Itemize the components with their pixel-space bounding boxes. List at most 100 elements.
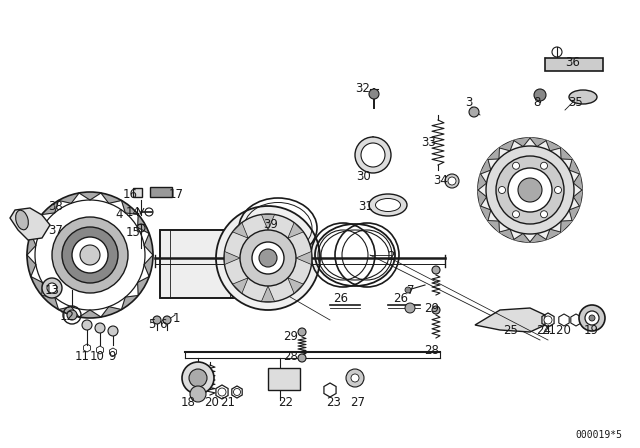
Polygon shape — [144, 255, 153, 276]
Polygon shape — [138, 215, 149, 233]
Polygon shape — [514, 233, 530, 242]
Polygon shape — [58, 307, 79, 317]
Circle shape — [508, 168, 552, 212]
Polygon shape — [225, 251, 240, 265]
Polygon shape — [488, 148, 499, 159]
Circle shape — [448, 177, 456, 185]
Circle shape — [190, 386, 206, 402]
Polygon shape — [122, 296, 138, 310]
Text: 18: 18 — [180, 396, 195, 409]
Circle shape — [62, 227, 118, 283]
Circle shape — [259, 249, 277, 267]
Circle shape — [82, 320, 92, 330]
Text: 1: 1 — [172, 313, 180, 326]
Polygon shape — [288, 278, 303, 293]
Polygon shape — [27, 233, 36, 255]
Circle shape — [469, 107, 479, 117]
Circle shape — [405, 303, 415, 313]
Circle shape — [486, 146, 574, 234]
Polygon shape — [122, 200, 138, 215]
Text: 24: 24 — [536, 324, 552, 337]
Polygon shape — [138, 276, 149, 296]
Circle shape — [47, 283, 57, 293]
Polygon shape — [478, 190, 486, 206]
Polygon shape — [27, 255, 36, 276]
Polygon shape — [79, 193, 101, 200]
Circle shape — [234, 388, 241, 396]
Bar — [268, 368, 300, 390]
Circle shape — [108, 326, 118, 336]
Polygon shape — [10, 208, 50, 240]
Polygon shape — [561, 148, 572, 159]
Circle shape — [518, 178, 542, 202]
Text: 2120: 2120 — [541, 324, 571, 337]
Text: 5: 5 — [148, 318, 156, 331]
Circle shape — [216, 206, 320, 310]
Circle shape — [589, 315, 595, 321]
Text: 19: 19 — [584, 324, 598, 337]
Text: 33: 33 — [422, 137, 436, 150]
Circle shape — [67, 310, 77, 320]
Circle shape — [361, 143, 385, 167]
Text: 2: 2 — [387, 250, 395, 263]
Text: 34: 34 — [433, 175, 449, 188]
Text: 6: 6 — [159, 318, 167, 331]
Ellipse shape — [369, 194, 407, 216]
Polygon shape — [530, 138, 546, 146]
Circle shape — [496, 156, 564, 224]
Polygon shape — [261, 286, 275, 302]
Text: 37: 37 — [49, 224, 63, 237]
Text: 20: 20 — [205, 396, 220, 409]
Text: 35: 35 — [568, 96, 584, 109]
Polygon shape — [514, 138, 530, 146]
Polygon shape — [232, 278, 248, 293]
Polygon shape — [288, 223, 303, 238]
Polygon shape — [42, 200, 58, 215]
Polygon shape — [261, 215, 275, 230]
Circle shape — [534, 89, 546, 101]
Circle shape — [346, 369, 364, 387]
Circle shape — [153, 316, 161, 324]
Circle shape — [541, 211, 547, 218]
Text: 23: 23 — [326, 396, 341, 409]
Circle shape — [432, 266, 440, 274]
Circle shape — [369, 89, 379, 99]
Polygon shape — [42, 296, 58, 310]
Text: 31: 31 — [358, 199, 373, 212]
Circle shape — [42, 278, 62, 298]
Polygon shape — [296, 251, 312, 265]
Text: 36: 36 — [566, 56, 580, 69]
Polygon shape — [144, 233, 153, 255]
Text: 13: 13 — [45, 284, 60, 297]
Text: 28: 28 — [284, 349, 298, 362]
Circle shape — [554, 186, 561, 194]
Text: 38: 38 — [49, 199, 63, 212]
Circle shape — [585, 311, 599, 325]
Text: 30: 30 — [356, 169, 371, 182]
Circle shape — [189, 369, 207, 387]
Polygon shape — [488, 220, 499, 232]
Text: 16: 16 — [122, 188, 138, 201]
Circle shape — [72, 237, 108, 273]
Circle shape — [445, 174, 459, 188]
Text: 32: 32 — [356, 82, 371, 95]
Polygon shape — [31, 215, 42, 233]
Polygon shape — [58, 193, 79, 203]
Text: 4: 4 — [115, 207, 123, 220]
Bar — [160, 230, 240, 298]
Bar — [150, 187, 172, 197]
Polygon shape — [499, 229, 514, 239]
Text: 14: 14 — [125, 206, 141, 219]
Circle shape — [405, 287, 411, 293]
Polygon shape — [569, 159, 579, 174]
Polygon shape — [79, 310, 101, 317]
Polygon shape — [530, 233, 546, 242]
Polygon shape — [569, 206, 579, 220]
Text: 28: 28 — [424, 344, 440, 357]
Circle shape — [499, 186, 506, 194]
Circle shape — [80, 245, 100, 265]
Circle shape — [351, 374, 359, 382]
Circle shape — [579, 305, 605, 331]
Polygon shape — [481, 159, 491, 174]
Text: 22: 22 — [278, 396, 294, 409]
